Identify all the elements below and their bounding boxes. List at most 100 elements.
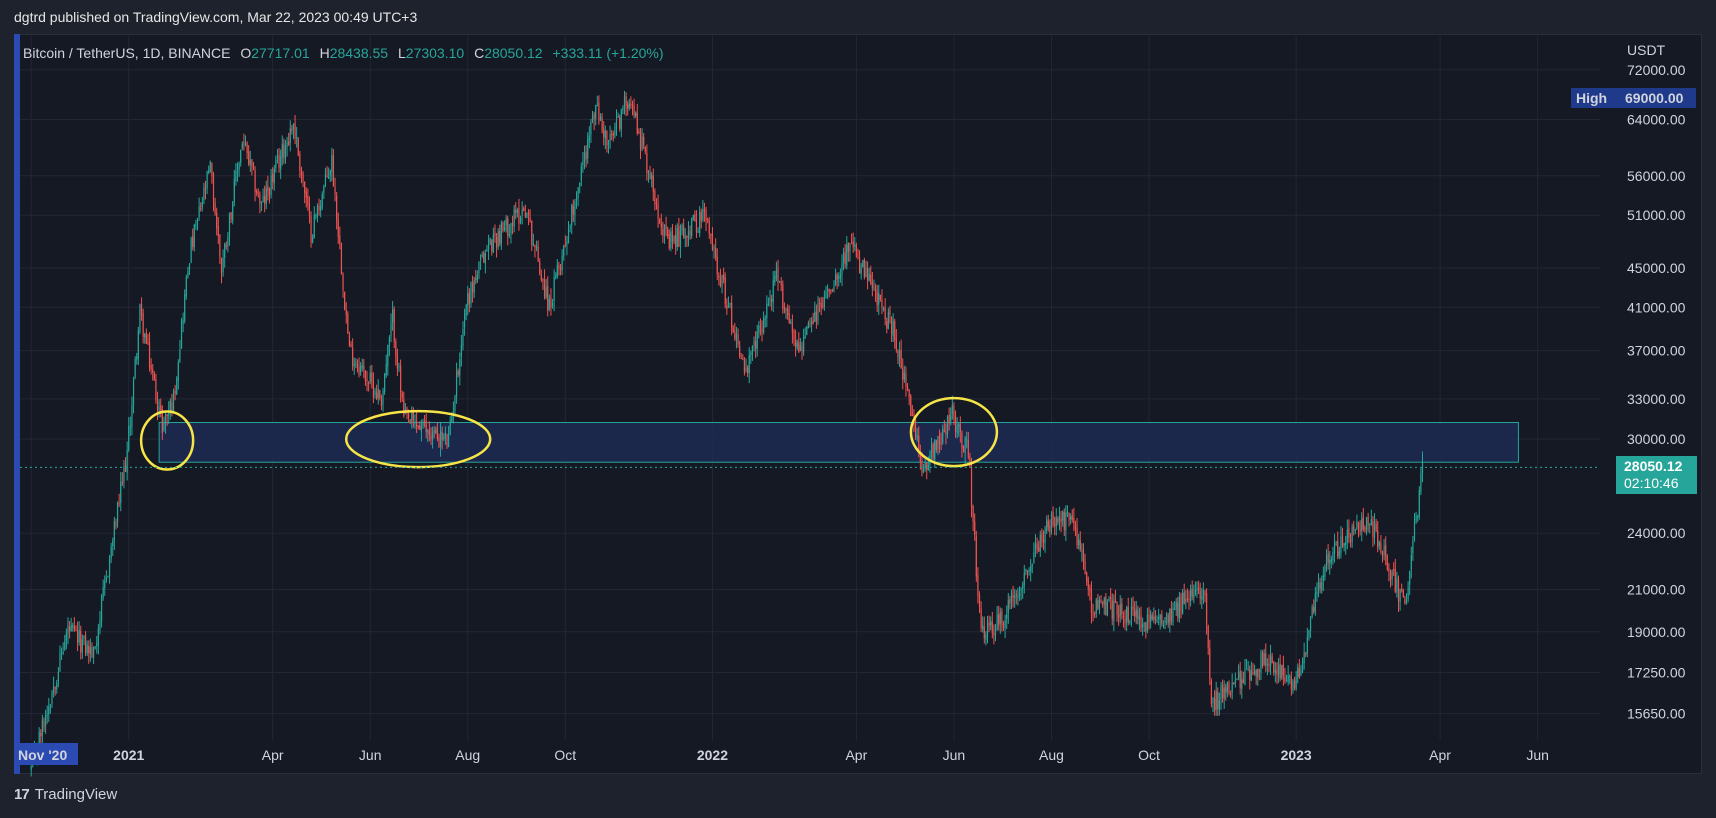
candle-body [590, 122, 592, 135]
x-tick-label: Aug [1039, 747, 1064, 763]
candle-body [591, 115, 594, 121]
candle-body [369, 372, 371, 382]
candle-body [1263, 652, 1265, 665]
candle-body [1244, 668, 1246, 685]
candle-body [638, 131, 640, 133]
candle-body [1269, 654, 1272, 667]
candle-body [153, 373, 155, 381]
candle-body [1126, 607, 1128, 621]
candle-body [814, 311, 816, 322]
candle-body [1324, 565, 1326, 577]
candle-body [1298, 667, 1300, 678]
candle-body [1221, 685, 1224, 699]
candle-body [810, 321, 813, 326]
candle-body [1265, 653, 1267, 666]
candle-body [270, 175, 272, 195]
candle-body [177, 362, 179, 381]
candle-body [766, 303, 768, 319]
candle-body [956, 425, 958, 434]
y-tick-label: 72000.00 [1627, 62, 1686, 78]
candle-body [1174, 608, 1176, 610]
candle-body [257, 192, 259, 194]
candle-body [1010, 592, 1013, 603]
candle-body [630, 104, 632, 107]
candle-body [710, 234, 712, 236]
candle-body [623, 97, 626, 109]
candle-body [84, 635, 87, 653]
candle-body [1369, 523, 1371, 525]
candle-body [614, 126, 616, 136]
candle-body [1353, 525, 1355, 530]
candle-body [579, 182, 581, 186]
candle-body [1119, 604, 1121, 616]
candle-body [668, 234, 670, 249]
candle-body [46, 714, 48, 716]
candle-body [783, 307, 786, 310]
candle-body [1388, 568, 1390, 572]
candle-body [1102, 603, 1104, 605]
candle-body [790, 321, 792, 324]
last-price-value: 28050.12 [1624, 458, 1683, 474]
candle-body [284, 145, 287, 160]
candle-body [596, 104, 598, 106]
candle-body [505, 218, 507, 226]
candle-body [1167, 615, 1169, 623]
candle-body [1047, 521, 1049, 528]
candle-body [476, 275, 478, 282]
candle-body [689, 230, 691, 235]
candle-body [147, 342, 149, 344]
candle-body [315, 215, 317, 217]
candle-body [259, 194, 261, 204]
candle-body [400, 365, 402, 393]
candle-body [950, 415, 952, 422]
candle-body [665, 224, 667, 229]
candle-body [1348, 527, 1350, 538]
candle-body [144, 334, 146, 338]
candle-body [726, 305, 728, 310]
x-tick-label: Apr [1429, 747, 1451, 763]
candle-body [1212, 697, 1214, 704]
candle-body [486, 248, 488, 252]
candle-body [334, 186, 336, 194]
candle-body [1225, 687, 1227, 693]
footer-brand[interactable]: 17 TradingView [14, 786, 117, 803]
candle-body [953, 405, 955, 419]
candle-body [174, 390, 176, 394]
candle-body [256, 191, 258, 194]
candle-body [1130, 605, 1133, 620]
candle-body [1194, 589, 1197, 595]
candle-body [299, 154, 301, 171]
high-badge: High 69000.00 [1571, 88, 1696, 108]
candle-body [1234, 680, 1236, 684]
candle-body [1097, 600, 1099, 609]
candle-body [561, 255, 563, 271]
candle-body [462, 329, 464, 346]
candle-body [439, 430, 442, 447]
candle-body [601, 117, 603, 131]
candle-body [272, 173, 274, 182]
candle-body [206, 171, 208, 188]
candle-body [1207, 625, 1209, 648]
chart-panel[interactable] [14, 34, 1702, 774]
candle-body [914, 420, 917, 438]
candle-body [48, 706, 50, 715]
candle-body [1317, 582, 1320, 591]
candle-body [126, 450, 128, 473]
candle-body [155, 378, 157, 401]
candle-body [878, 292, 880, 305]
candle-body [1082, 549, 1085, 563]
candle-body [384, 373, 386, 393]
candle-body [833, 286, 835, 292]
candle-body [1335, 541, 1337, 543]
candle-body [152, 369, 154, 374]
candle-body [729, 302, 731, 305]
candle-body [1241, 678, 1243, 689]
candle-body [1177, 602, 1179, 617]
candle-body [686, 235, 688, 238]
candle-body [499, 231, 501, 244]
candle-body [492, 234, 494, 253]
candle-body [60, 652, 63, 654]
candle-body [180, 322, 183, 349]
candle-body [436, 427, 438, 439]
